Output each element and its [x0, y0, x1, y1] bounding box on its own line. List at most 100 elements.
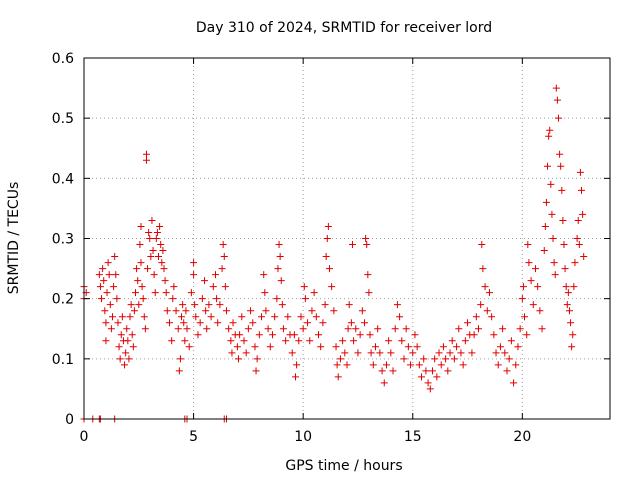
- data-point: [192, 313, 200, 321]
- data-point: [253, 355, 261, 363]
- data-point: [220, 253, 228, 261]
- data-point: [136, 241, 144, 249]
- data-point: [568, 343, 576, 351]
- data-point: [141, 325, 149, 333]
- data-point: [322, 253, 330, 261]
- data-point: [102, 337, 110, 345]
- data-point: [435, 349, 443, 357]
- data-point: [96, 283, 104, 291]
- data-point: [556, 150, 564, 158]
- data-point: [516, 325, 524, 333]
- data-point: [378, 367, 386, 375]
- data-point: [354, 349, 362, 357]
- data-point: [367, 349, 375, 357]
- data-point: [219, 241, 227, 249]
- data-point: [194, 331, 202, 339]
- data-point: [339, 337, 347, 345]
- data-point: [155, 253, 163, 261]
- data-points: [80, 84, 588, 423]
- data-point: [376, 349, 384, 357]
- data-point: [461, 337, 469, 345]
- data-point: [345, 301, 353, 309]
- data-point: [221, 283, 229, 291]
- data-point: [565, 307, 573, 315]
- data-point: [135, 301, 143, 309]
- data-point: [203, 325, 211, 333]
- data-point: [228, 349, 236, 357]
- data-point: [524, 241, 532, 249]
- data-point: [503, 367, 511, 375]
- data-point: [366, 331, 374, 339]
- data-point: [137, 222, 145, 230]
- data-point: [538, 325, 546, 333]
- data-point: [578, 186, 586, 194]
- data-point: [251, 343, 259, 351]
- data-point: [168, 337, 176, 345]
- data-point: [163, 307, 171, 315]
- data-point: [333, 361, 341, 369]
- data-point: [324, 222, 332, 230]
- data-point: [277, 277, 285, 285]
- data-point: [501, 349, 509, 357]
- data-point: [548, 210, 556, 218]
- data-point: [242, 349, 250, 357]
- data-point: [415, 361, 423, 369]
- data-point: [391, 325, 399, 333]
- data-point: [118, 313, 126, 321]
- data-point: [534, 283, 542, 291]
- data-point: [341, 349, 349, 357]
- data-point: [519, 283, 527, 291]
- data-point: [261, 289, 269, 297]
- data-point: [264, 325, 272, 333]
- data-point: [185, 343, 193, 351]
- data-point: [361, 319, 369, 327]
- data-point: [105, 271, 113, 279]
- data-point: [428, 367, 436, 375]
- data-point: [567, 319, 575, 327]
- data-point: [262, 307, 270, 315]
- data-point: [571, 259, 579, 267]
- data-point: [148, 216, 156, 224]
- data-point: [159, 247, 167, 255]
- data-point: [312, 313, 320, 321]
- x-tick-label: 10: [294, 429, 312, 445]
- data-point: [142, 150, 150, 158]
- data-point: [450, 355, 458, 363]
- y-tick-label: 0.6: [52, 51, 74, 67]
- data-point: [559, 216, 567, 224]
- data-point: [374, 325, 382, 333]
- data-point: [146, 235, 154, 242]
- data-point: [214, 319, 222, 327]
- data-point: [273, 295, 281, 303]
- data-point: [275, 241, 283, 249]
- data-point: [172, 307, 180, 315]
- data-point: [216, 301, 224, 309]
- data-point: [290, 331, 298, 339]
- data-point: [225, 325, 233, 333]
- data-point: [478, 241, 486, 249]
- data-point: [512, 361, 520, 369]
- data-point: [276, 253, 284, 261]
- data-point: [570, 283, 578, 291]
- data-point: [202, 307, 210, 315]
- data-point: [574, 216, 582, 224]
- data-point: [191, 301, 199, 309]
- x-axis-ticks: 0 5 10 15 20: [80, 58, 531, 445]
- data-point: [562, 283, 570, 291]
- data-point: [274, 265, 282, 273]
- data-point: [492, 349, 500, 357]
- data-point: [293, 361, 301, 369]
- data-point: [140, 313, 148, 321]
- data-point: [468, 349, 476, 357]
- y-tick-label: 0.2: [52, 292, 74, 308]
- data-point: [554, 114, 562, 122]
- data-point: [110, 283, 118, 291]
- data-point: [134, 277, 142, 285]
- data-point: [358, 307, 366, 315]
- data-point: [212, 271, 219, 279]
- data-point: [523, 331, 531, 339]
- data-point: [129, 343, 137, 351]
- y-tick-label: 0.5: [52, 111, 74, 127]
- data-point: [344, 325, 352, 333]
- data-point: [304, 319, 312, 327]
